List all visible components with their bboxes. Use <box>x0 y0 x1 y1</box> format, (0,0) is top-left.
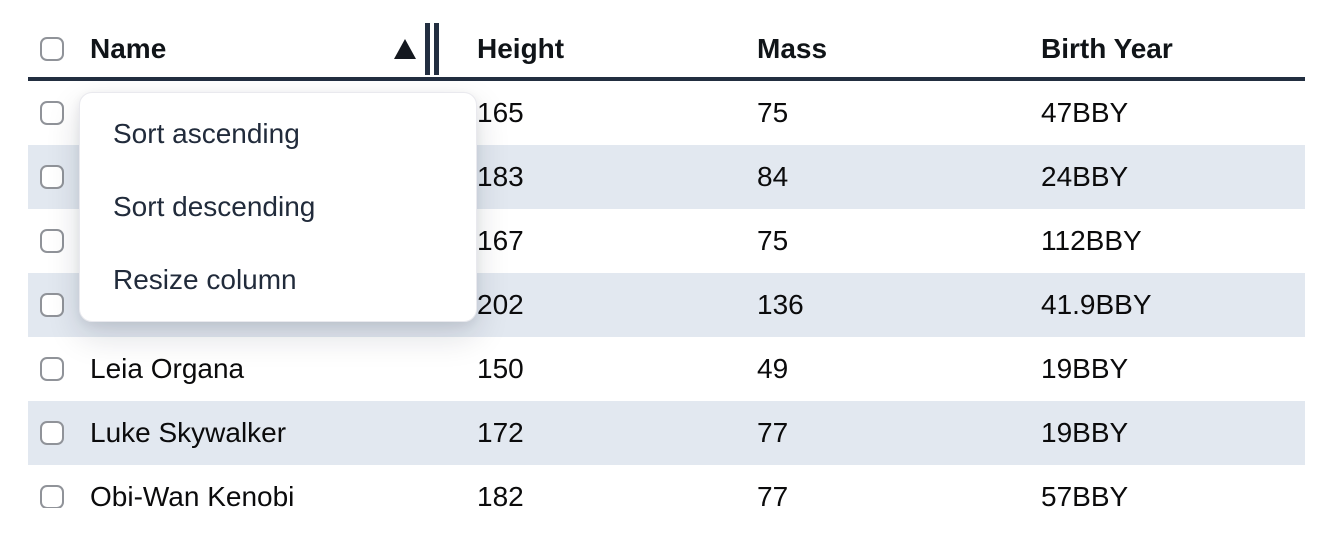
column-resize-handle[interactable] <box>425 23 439 75</box>
select-all-cell <box>28 20 78 77</box>
row-select-checkbox[interactable] <box>40 229 64 253</box>
cell-height: 165 <box>477 97 524 128</box>
cell-height: 167 <box>477 225 524 256</box>
column-label-height: Height <box>477 32 565 64</box>
column-header-name[interactable]: Name <box>78 20 465 77</box>
table-header-row: Name Height Mass Birth Year <box>28 20 1305 81</box>
cell-mass: 49 <box>757 353 789 384</box>
cell-birth-year: 47BBY <box>1041 97 1129 128</box>
cell-mass: 136 <box>757 289 804 320</box>
column-label-name: Name <box>90 32 167 64</box>
row-select-checkbox[interactable] <box>40 485 64 508</box>
cell-mass: 84 <box>757 161 789 192</box>
cell-birth-year: 41.9BBY <box>1041 289 1152 320</box>
row-select-checkbox[interactable] <box>40 421 64 445</box>
cell-name: Obi-Wan Kenobi <box>90 481 295 508</box>
sort-ascending-icon <box>394 38 416 59</box>
column-header-birth-year[interactable]: Birth Year <box>1029 20 1305 77</box>
row-select-checkbox[interactable] <box>40 165 64 189</box>
row-select-checkbox[interactable] <box>40 101 64 125</box>
table-row[interactable]: Leia Organa 150 49 19BBY <box>28 337 1305 401</box>
cell-mass: 77 <box>757 481 789 508</box>
column-label-birth-year: Birth Year <box>1041 32 1173 64</box>
cell-mass: 75 <box>757 97 789 128</box>
menu-item-resize-column[interactable]: Resize column <box>113 263 297 295</box>
menu-item-sort-descending[interactable]: Sort descending <box>113 191 316 222</box>
column-context-menu: Sort ascending Sort descending Resize co… <box>79 92 477 322</box>
cell-height: 150 <box>477 353 524 384</box>
cell-birth-year: 24BBY <box>1041 161 1129 192</box>
column-header-height[interactable]: Height <box>465 20 745 77</box>
cell-name: Leia Organa <box>90 353 245 384</box>
cell-birth-year: 19BBY <box>1041 417 1129 448</box>
column-label-mass: Mass <box>757 32 828 64</box>
cell-height: 183 <box>477 161 524 192</box>
select-all-checkbox[interactable] <box>40 36 64 61</box>
menu-item-sort-ascending[interactable]: Sort ascending <box>113 118 300 150</box>
cell-mass: 77 <box>757 417 789 448</box>
cell-height: 202 <box>477 289 524 320</box>
row-select-checkbox[interactable] <box>40 293 64 317</box>
cell-birth-year: 57BBY <box>1041 481 1129 508</box>
cell-height: 172 <box>477 417 524 448</box>
row-select-checkbox[interactable] <box>40 357 64 381</box>
table-row[interactable]: Obi-Wan Kenobi 182 77 57BBY <box>28 465 1305 508</box>
column-header-mass[interactable]: Mass <box>745 20 1029 77</box>
cell-birth-year: 112BBY <box>1041 225 1142 256</box>
cell-birth-year: 19BBY <box>1041 353 1129 384</box>
cell-mass: 75 <box>757 225 789 256</box>
table-row[interactable]: Luke Skywalker 172 77 19BBY <box>28 401 1305 465</box>
cell-height: 182 <box>477 481 524 508</box>
cell-name: Luke Skywalker <box>90 417 287 448</box>
